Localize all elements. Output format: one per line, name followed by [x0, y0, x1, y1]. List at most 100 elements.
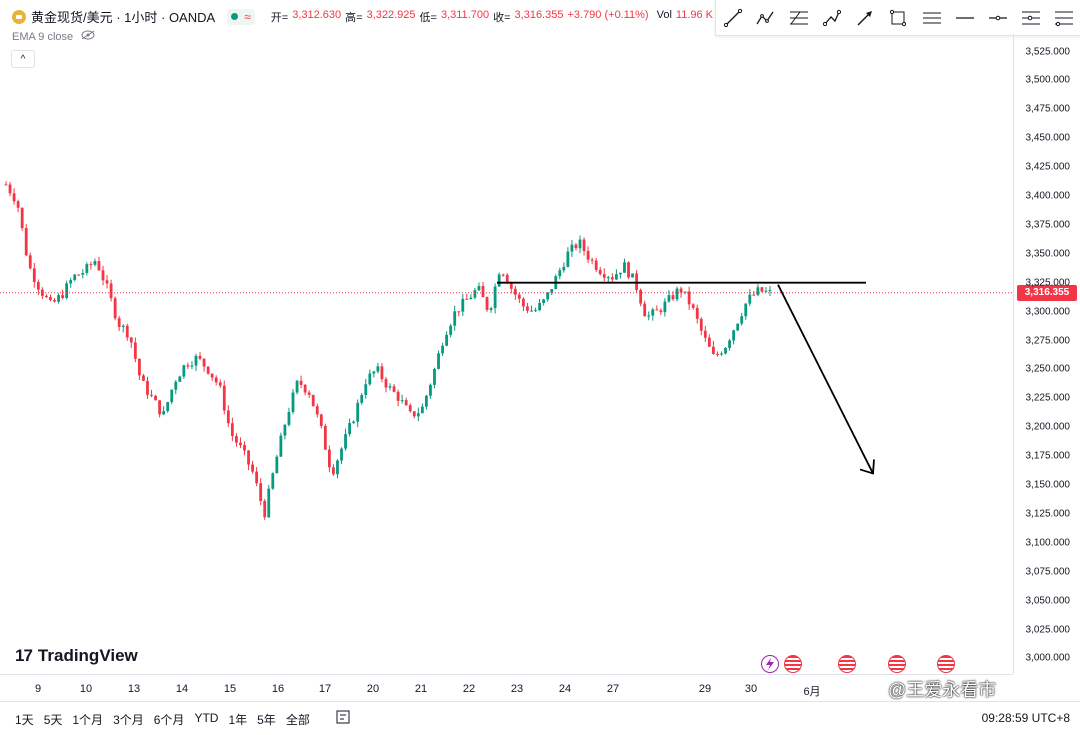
market-status[interactable]: ≈	[227, 8, 255, 25]
candle-body	[125, 325, 129, 338]
time-tick: 6月	[803, 686, 821, 698]
candle-body	[255, 471, 259, 484]
candle-body	[16, 201, 20, 208]
candle-body	[643, 303, 647, 317]
candle-body	[364, 384, 368, 396]
candle-body	[655, 309, 659, 311]
range-button[interactable]: 5天	[43, 713, 63, 727]
candle-body	[336, 460, 339, 475]
candle-body	[97, 261, 101, 271]
ohlc-values: 开= 3,312.630 高= 3,322.925 低= 3,311.700 收= 3,…	[271, 9, 713, 25]
compare-icon[interactable]	[335, 709, 353, 728]
trend-line-tool-icon[interactable]	[722, 7, 744, 29]
eye-hidden-icon[interactable]	[81, 30, 95, 43]
candle-body	[150, 394, 153, 396]
candle-body	[388, 386, 392, 388]
candle-body	[327, 449, 331, 468]
price-tick: 3,125.000	[1025, 508, 1071, 520]
candle-body	[170, 389, 174, 403]
symbol-title[interactable]: 黄金现货/美元 · 1小时 · OANDA	[31, 10, 216, 25]
range-button[interactable]: 1天	[15, 713, 34, 727]
candle-body	[376, 366, 380, 372]
candle-body	[93, 261, 97, 265]
candle-body	[259, 483, 263, 501]
candle-body	[230, 423, 234, 436]
candle-body	[602, 274, 606, 278]
candle-body	[105, 280, 109, 284]
price-axis[interactable]: 3,316.355 3,525.000 3,500.000 3,475.000 3,4…	[1013, 34, 1080, 674]
candle-body	[396, 391, 400, 401]
candle-body	[582, 239, 586, 251]
horizontal-line-tool-icon[interactable]	[954, 7, 976, 29]
price-tick: 3,025.000	[1025, 624, 1071, 635]
horizontal-ray-tool-icon[interactable]	[987, 7, 1009, 29]
price-tick: 3,275.000	[1025, 335, 1071, 346]
price-chart[interactable]	[0, 34, 1013, 674]
candle-body	[303, 384, 307, 393]
candle-body	[679, 288, 683, 293]
candle-body	[651, 309, 655, 316]
us-flag-event-icon[interactable]	[838, 655, 856, 673]
candle-body	[400, 400, 404, 402]
tradingview-logo[interactable]: 17 TradingView	[15, 646, 138, 666]
candle-body	[20, 207, 24, 229]
price-tick: 3,075.000	[1025, 566, 1071, 578]
candle-body	[659, 310, 663, 313]
range-button[interactable]: 6个月	[153, 713, 185, 727]
timezone-clock[interactable]: 09:28:59 UTC+8	[981, 711, 1070, 725]
arrow-tool-icon[interactable]	[854, 7, 876, 29]
high-label: 高=	[345, 11, 363, 24]
candle-body	[117, 318, 121, 327]
parallel-lines-tool-icon[interactable]	[921, 7, 943, 29]
time-axis[interactable]: 9 10 13 14 15 16 17 20 21 22 23 24 27 29 30 6月	[0, 674, 1013, 701]
range-button[interactable]: YTD	[194, 711, 219, 725]
candle-body	[477, 286, 481, 291]
candle-body	[332, 467, 335, 475]
candle-body	[299, 380, 303, 385]
candle-body	[77, 274, 81, 276]
approx-icon: ≈	[244, 9, 251, 24]
candle-body	[392, 386, 396, 392]
drawing-toolbar	[715, 0, 1080, 36]
path-tool-icon[interactable]	[821, 7, 843, 29]
candle-body	[226, 410, 230, 424]
candle-body	[716, 353, 719, 355]
range-button[interactable]: 全部	[285, 713, 310, 727]
candle-body	[49, 297, 52, 301]
price-tick: 3,325.000	[1025, 277, 1071, 289]
candle-body	[222, 385, 226, 411]
candle-body	[194, 355, 198, 366]
open-value: 3,312.630	[292, 8, 342, 21]
gann-tool-icon[interactable]	[1020, 7, 1042, 29]
candle-body	[578, 239, 582, 249]
time-tick: 9	[34, 683, 42, 695]
rectangle-tool-icon[interactable]	[887, 7, 909, 29]
candle-body	[348, 423, 351, 435]
range-button[interactable]: 5年	[257, 713, 276, 727]
range-button[interactable]: 3个月	[113, 713, 144, 727]
lightning-event-icon[interactable]	[761, 655, 779, 673]
range-button[interactable]: 1个月	[72, 713, 104, 727]
candle-body	[764, 290, 768, 292]
candle-body	[380, 366, 384, 380]
candle-body	[154, 395, 157, 401]
candle-body	[663, 301, 667, 313]
us-flag-event-icon[interactable]	[888, 655, 906, 673]
fib-retracement-tool-icon[interactable]	[788, 7, 810, 29]
fib-channel-tool-icon[interactable]	[1053, 7, 1075, 29]
range-button[interactable]: 1年	[228, 713, 248, 727]
candle-body	[534, 310, 537, 312]
us-flag-event-icon[interactable]	[784, 655, 802, 673]
candle-body	[340, 448, 343, 461]
candle-body	[53, 300, 56, 302]
elliott-wave-tool-icon[interactable]	[755, 7, 777, 29]
us-flag-event-icon[interactable]	[937, 655, 955, 673]
ema-indicator-label[interactable]: EMA 9 close	[12, 30, 74, 43]
candle-body	[4, 184, 8, 186]
candle-body	[671, 295, 675, 300]
collapse-legend-button[interactable]: ^	[11, 50, 35, 68]
candle-body	[287, 411, 291, 425]
candle-body	[695, 307, 699, 319]
candle-body	[12, 193, 16, 202]
candle-body	[202, 358, 206, 367]
